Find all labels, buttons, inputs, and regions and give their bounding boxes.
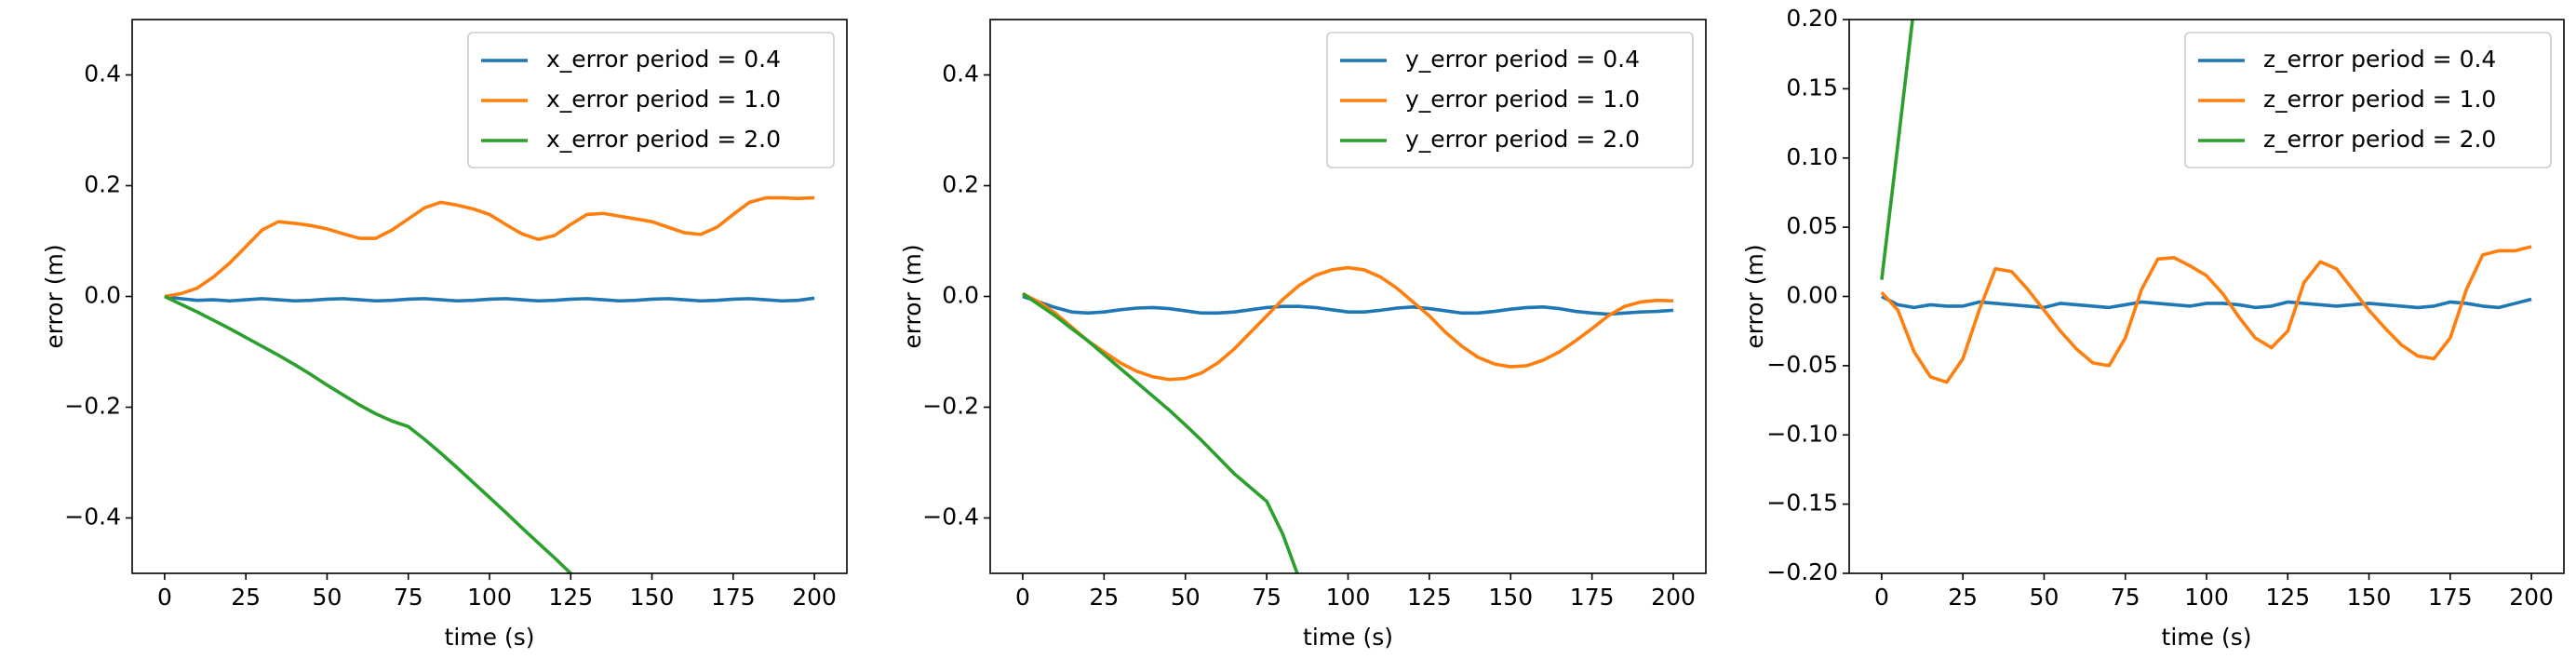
legend-frame — [467, 32, 835, 168]
legend-frame — [1326, 32, 1694, 168]
y-tick-label: 0.10 — [1786, 143, 1838, 170]
series-line — [1021, 292, 1299, 573]
y-tick-label: 0.4 — [942, 60, 979, 87]
y-tick-label: −0.10 — [1766, 420, 1838, 447]
subplot: 0 25 50 75 100 125 150 175 200 −0.4 −0.2 0.0 0.2 0.4 t… — [899, 19, 1707, 651]
y-tick-label: −0.20 — [1766, 558, 1838, 585]
y-tick-label: 0.00 — [1786, 282, 1838, 309]
x-tick-label: 125 — [2265, 584, 2310, 611]
x-tick-label: 175 — [2428, 584, 2473, 611]
y-tick-label: 0.4 — [84, 60, 121, 87]
x-tick-label: 50 — [1171, 584, 1201, 611]
y-tick-label: −0.15 — [1766, 490, 1838, 517]
x-axis-label: time (s) — [1303, 624, 1393, 651]
y-tick-label: 0.15 — [1786, 74, 1838, 101]
series-line — [164, 195, 815, 299]
y-tick-label: −0.4 — [922, 504, 979, 531]
x-tick-label: 125 — [1407, 584, 1452, 611]
x-tick-label: 50 — [2030, 584, 2059, 611]
x-tick-label: 75 — [2111, 584, 2140, 611]
x-tick-label: 25 — [1948, 584, 1978, 611]
legend-frame — [2184, 32, 2552, 168]
series-line — [164, 294, 573, 573]
x-tick-label: 150 — [630, 584, 675, 611]
legend-label: y_error period = 0.4 — [1405, 46, 1640, 73]
x-tick-label: 175 — [711, 584, 756, 611]
y-tick-label: 0.0 — [942, 282, 979, 309]
x-tick-label: 75 — [394, 584, 423, 611]
series-line — [1880, 245, 2532, 384]
legend-label: x_error period = 0.4 — [546, 46, 781, 73]
y-tick-label: 0.05 — [1786, 212, 1838, 239]
x-tick-label: 175 — [1570, 584, 1615, 611]
x-tick-label: 75 — [1252, 584, 1281, 611]
x-axis-label: time (s) — [445, 624, 535, 651]
legend-label: z_error period = 2.0 — [2263, 126, 2496, 153]
x-tick-label: 150 — [1488, 584, 1533, 611]
x-tick-label: 0 — [1874, 584, 1889, 611]
legend-label: x_error period = 1.0 — [546, 86, 781, 113]
legend-label: y_error period = 2.0 — [1405, 126, 1640, 153]
x-tick-label: 50 — [313, 584, 342, 611]
subplot: 0 25 50 75 100 125 150 175 200 −0.20 −0.15 −0.10 −0.… — [1741, 5, 2565, 651]
y-tick-label: −0.4 — [64, 504, 121, 531]
y-tick-label: 0.0 — [84, 282, 121, 309]
x-tick-label: 100 — [467, 584, 512, 611]
x-tick-label: 0 — [1015, 584, 1030, 611]
y-axis-label: error (m) — [41, 244, 68, 348]
x-tick-label: 25 — [231, 584, 261, 611]
y-tick-label: 0.20 — [1786, 5, 1838, 32]
x-tick-label: 200 — [2509, 584, 2554, 611]
x-axis-label: time (s) — [2162, 624, 2252, 651]
y-axis-label: error (m) — [899, 244, 926, 348]
x-tick-label: 25 — [1089, 584, 1119, 611]
y-tick-label: 0.2 — [942, 171, 979, 198]
x-tick-label: 200 — [1651, 584, 1696, 611]
series-line — [1881, 294, 2532, 310]
y-tick-label: −0.05 — [1766, 351, 1838, 378]
legend-label: z_error period = 1.0 — [2263, 86, 2496, 113]
x-tick-label: 100 — [1326, 584, 1371, 611]
series-line — [1022, 265, 1674, 382]
series-line — [1022, 294, 1674, 316]
series-line — [1880, 20, 1914, 280]
legend-label: y_error period = 1.0 — [1405, 86, 1640, 113]
y-tick-label: −0.2 — [64, 393, 121, 420]
y-tick-label: 0.2 — [84, 171, 121, 198]
subplot: 0 25 50 75 100 125 150 175 200 −0.4 −0.2 0.0 0.2 0.4 t… — [41, 19, 848, 651]
legend-label: z_error period = 0.4 — [2263, 46, 2496, 73]
legend-label: x_error period = 2.0 — [546, 126, 781, 153]
x-tick-label: 150 — [2347, 584, 2392, 611]
x-tick-label: 200 — [792, 584, 837, 611]
x-tick-label: 125 — [548, 584, 593, 611]
y-axis-label: error (m) — [1741, 244, 1768, 348]
x-tick-label: 0 — [157, 584, 172, 611]
x-tick-label: 100 — [2184, 584, 2229, 611]
y-tick-label: −0.2 — [922, 393, 979, 420]
series-line — [164, 294, 815, 303]
